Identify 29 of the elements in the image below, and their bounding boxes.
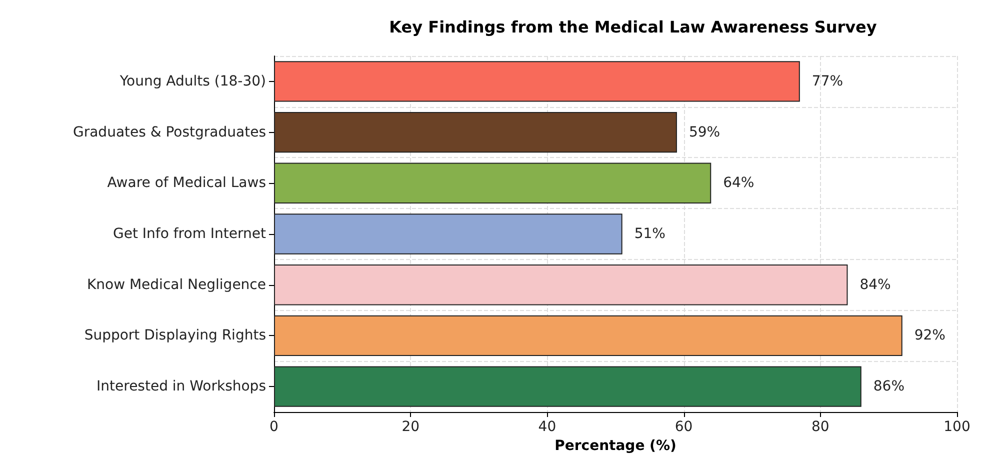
- data-label: 92%: [914, 328, 946, 344]
- y-tick-label: Know Medical Negligence: [86, 276, 266, 293]
- x-tick-label: 20: [402, 419, 420, 435]
- data-label: 86%: [873, 378, 905, 395]
- y-tick-label: Get Info from Internet: [113, 226, 267, 242]
- bar: [274, 112, 677, 153]
- y-tick-label: Aware of Medical Laws: [107, 175, 266, 192]
- bar: [274, 315, 902, 356]
- x-tick-label: 60: [674, 419, 693, 435]
- y-tick-label: Support Displaying Rights: [84, 328, 266, 344]
- bar: [274, 214, 622, 254]
- data-label: 51%: [634, 226, 666, 242]
- x-tick-label: 40: [538, 419, 556, 435]
- bar: [274, 264, 848, 306]
- data-label: 64%: [723, 175, 754, 192]
- x-tick-label: 100: [944, 419, 970, 435]
- data-label: 59%: [688, 124, 720, 140]
- y-tick-label: Young Adults (18-30): [118, 73, 266, 90]
- chart-title: Key Findings from the Medical Law Awareness Survey: [389, 18, 878, 36]
- y-tick-label: Interested in Workshops: [96, 378, 266, 395]
- bar: [274, 162, 712, 204]
- x-tick-label: 80: [811, 419, 830, 435]
- data-label: 77%: [812, 73, 844, 90]
- data-label: 84%: [860, 276, 891, 293]
- bar: [274, 61, 800, 102]
- bar: [274, 366, 862, 407]
- x-tick-label: 0: [270, 419, 278, 435]
- y-tick-label: Graduates & Postgraduates: [73, 124, 266, 140]
- x-axis-title: Percentage (%): [554, 438, 676, 454]
